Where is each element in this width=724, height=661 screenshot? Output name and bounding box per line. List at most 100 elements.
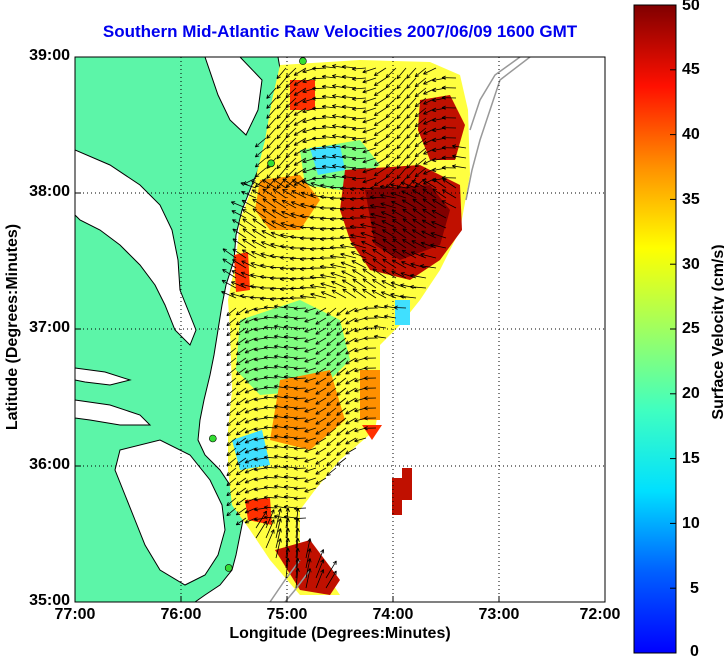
velocity-arrow <box>293 107 307 116</box>
velocity-arrow <box>451 164 467 169</box>
velocity-arrow <box>345 447 357 455</box>
velocity-arrow <box>235 507 247 516</box>
velocity-arrow <box>396 147 407 160</box>
velocity-arrow <box>309 275 327 280</box>
velocity-arrow <box>235 417 247 426</box>
velocity-arrow <box>262 198 277 209</box>
velocity-arrow <box>351 176 367 181</box>
velocity-arrow <box>363 346 377 351</box>
velocity-arrow <box>273 374 287 379</box>
velocity-arrow <box>295 567 300 589</box>
velocity-arrow <box>293 97 307 106</box>
velocity-arrow <box>253 337 267 342</box>
velocity-arrow <box>304 397 317 403</box>
velocity-arrow <box>273 314 287 319</box>
velocity-arrow <box>304 467 317 473</box>
velocity-arrow <box>410 262 427 269</box>
velocity-arrow <box>293 456 307 461</box>
velocity-arrow <box>279 266 297 271</box>
y-axis-label: Latitude (Degrees:Minutes) <box>4 223 21 431</box>
velocity-arrow <box>230 201 247 209</box>
colorbar-tick-label: 10 <box>682 515 700 532</box>
velocity-arrow <box>406 107 417 119</box>
velocity-arrow <box>451 154 467 159</box>
velocity-arrow <box>396 137 407 150</box>
velocity-arrow <box>304 427 317 433</box>
velocity-arrow <box>383 314 397 319</box>
velocity-arrow <box>226 377 237 387</box>
velocity-arrow <box>371 230 387 239</box>
velocity-arrow <box>385 87 397 99</box>
velocity-arrow <box>342 288 357 299</box>
velocity-arrow <box>235 477 247 486</box>
velocity-arrow <box>336 437 347 446</box>
velocity-arrow <box>385 77 397 89</box>
velocity-arrow <box>253 497 267 502</box>
velocity-arrow <box>326 407 337 416</box>
velocity-arrow <box>244 357 257 364</box>
velocity-arrow <box>412 198 427 209</box>
velocity-arrow <box>244 507 257 514</box>
velocity-arrow <box>293 147 307 156</box>
velocity-arrow <box>321 174 337 179</box>
velocity-arrow <box>279 276 297 282</box>
velocity-arrow <box>373 177 387 186</box>
velocity-arrow <box>400 283 417 289</box>
velocity-arrow <box>222 269 237 279</box>
velocity-arrow <box>363 356 377 361</box>
velocity-arrow <box>260 252 277 259</box>
velocity-arrow <box>253 407 267 412</box>
colorbar <box>633 4 677 654</box>
velocity-arrow <box>339 186 357 191</box>
velocity-arrow <box>441 189 457 199</box>
velocity-arrow <box>414 117 427 128</box>
velocity-arrow <box>315 367 327 375</box>
velocity-arrow <box>285 557 290 579</box>
velocity-arrow <box>422 208 437 219</box>
velocity-arrow <box>406 147 417 159</box>
velocity-arrow <box>421 219 437 229</box>
velocity-arrow <box>282 178 297 189</box>
velocity-arrow <box>326 367 337 376</box>
velocity-arrow <box>226 367 237 377</box>
velocity-arrow <box>441 200 457 209</box>
velocity-arrow <box>269 276 287 281</box>
velocity-arrow <box>326 357 337 366</box>
velocity-arrow <box>352 288 367 299</box>
velocity-arrow <box>226 357 237 367</box>
velocity-arrow <box>273 454 287 459</box>
velocity-arrow <box>362 137 377 144</box>
velocity-arrow <box>240 282 257 289</box>
velocity-arrow <box>373 77 387 86</box>
x-tick-label: 73:00 <box>478 606 520 623</box>
velocity-arrow <box>441 75 457 80</box>
y-tick-label: 38:00 <box>29 183 70 200</box>
velocity-arrow <box>363 336 377 341</box>
velocity-arrow <box>293 436 307 441</box>
colorbar-tick-label: 15 <box>682 450 700 467</box>
velocity-arrow <box>392 238 407 249</box>
velocity-arrow <box>304 337 317 343</box>
velocity-arrow <box>281 211 297 219</box>
velocity-arrow <box>359 196 377 201</box>
velocity-arrow <box>266 147 277 159</box>
velocity-arrow <box>331 280 347 289</box>
velocity-arrow <box>276 127 287 140</box>
velocity-arrow <box>409 284 427 290</box>
velocity-arrow <box>382 238 397 249</box>
velocity-arrow <box>263 385 277 390</box>
velocity-arrow <box>266 167 277 179</box>
velocity-arrow <box>273 434 287 439</box>
velocity-arrow <box>309 215 327 220</box>
velocity-arrow <box>401 190 417 199</box>
velocity-arrow <box>276 87 287 100</box>
velocity-arrow <box>329 216 347 222</box>
velocity-arrow <box>321 134 337 139</box>
velocity-arrow <box>419 264 437 269</box>
velocity-arrow <box>276 117 287 130</box>
velocity-arrow <box>363 376 377 381</box>
y-tick-label: 37:00 <box>29 319 70 336</box>
velocity-arrow <box>362 157 377 164</box>
y-tick-label: 35:00 <box>29 592 70 609</box>
velocity-arrow <box>319 194 337 200</box>
